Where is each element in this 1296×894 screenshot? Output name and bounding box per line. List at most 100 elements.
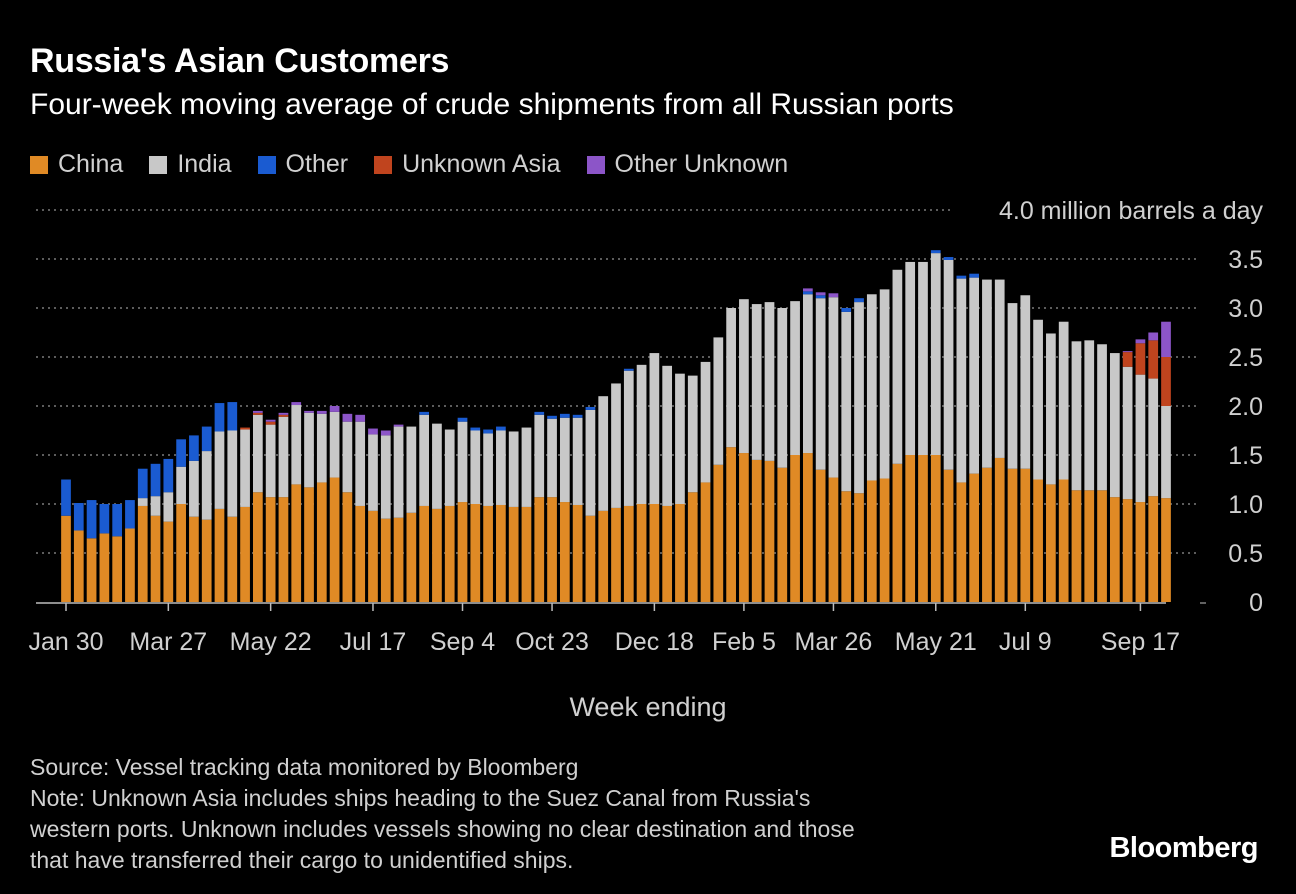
- bar-china: [1071, 490, 1082, 602]
- bar-china: [1084, 490, 1095, 602]
- bar-india: [803, 294, 813, 454]
- y-tick-label: 3.0: [1228, 295, 1263, 323]
- bar-china: [649, 504, 660, 602]
- bar-other-unknown: [1122, 351, 1133, 353]
- bar-india: [419, 414, 429, 506]
- bar-china: [1148, 496, 1159, 602]
- bar-unknown-asia: [253, 412, 263, 415]
- bar-india: [1122, 366, 1133, 500]
- bar-india: [316, 413, 327, 483]
- bar-china: [841, 491, 852, 602]
- bar-unknown-asia: [240, 427, 250, 430]
- bar-india: [329, 411, 340, 478]
- bloomberg-logo: Bloomberg: [1109, 832, 1258, 864]
- stacked-bar-chart: Jan 30 Mar 27 May 22 Jul 17 Sep 4 Oct 23 Dec 1…: [28, 197, 1264, 656]
- y-tick-label: 1.5: [1228, 442, 1263, 470]
- bar-india: [1161, 406, 1171, 499]
- bar-india: [1084, 340, 1095, 491]
- bar-india: [534, 414, 545, 498]
- bar-india: [585, 409, 596, 516]
- bar-china: [1161, 498, 1171, 602]
- bar-india: [368, 434, 378, 511]
- bar-india: [572, 417, 583, 505]
- note-line-2: western ports. Unknown includes vessels …: [30, 816, 855, 842]
- bar-china: [572, 504, 583, 602]
- bar-other-unknown: [355, 414, 366, 422]
- bar-other: [956, 275, 967, 279]
- bar-india: [253, 414, 263, 493]
- bars: [61, 250, 1171, 602]
- bar-china: [176, 504, 186, 602]
- bar-other: [585, 406, 596, 410]
- bar-china: [994, 457, 1005, 602]
- bar-other: [201, 426, 212, 452]
- bar-other: [803, 291, 813, 295]
- bar-india: [547, 418, 557, 498]
- bar-other-unknown: [380, 430, 391, 436]
- bar-china: [393, 517, 404, 602]
- bar-india: [150, 496, 161, 516]
- bar-india: [611, 383, 621, 508]
- bar-china: [866, 480, 877, 602]
- bar-china: [905, 455, 916, 602]
- bar-india: [1058, 321, 1069, 480]
- legend: China India Other Unknown Asia Other Unk…: [30, 150, 814, 179]
- bar-india: [777, 308, 788, 468]
- bar-other: [547, 415, 557, 419]
- bar-other: [623, 368, 634, 371]
- bar-china: [611, 507, 621, 602]
- bar-india: [432, 423, 442, 509]
- bar-india: [828, 297, 839, 478]
- bar-india: [380, 435, 391, 519]
- bar-india: [176, 466, 186, 504]
- bar-china: [112, 536, 123, 602]
- bar-india: [457, 421, 468, 503]
- legend-item-other: Other: [257, 150, 348, 179]
- bar-india: [1046, 333, 1056, 485]
- bar-india: [982, 279, 992, 468]
- bar-other-unknown: [278, 412, 289, 415]
- bar-china: [342, 492, 353, 602]
- x-tick-label: Mar 26: [795, 628, 873, 656]
- y-tick-label: 1.0: [1228, 491, 1263, 519]
- bar-india: [866, 294, 877, 481]
- bar-india: [815, 298, 826, 470]
- bar-china: [585, 515, 596, 602]
- bar-china: [521, 506, 532, 602]
- bar-india: [201, 451, 212, 520]
- bar-india: [1007, 303, 1018, 469]
- bar-other-unknown: [815, 292, 826, 296]
- bar-china: [713, 464, 724, 602]
- bar-india: [227, 430, 238, 517]
- bar-other-unknown: [329, 406, 340, 412]
- bar-other: [125, 500, 135, 529]
- bar-other: [214, 403, 225, 432]
- bar-india: [687, 375, 698, 493]
- bar-china: [355, 505, 366, 602]
- bar-other: [86, 500, 97, 539]
- bar-india: [278, 416, 289, 498]
- bar-india: [406, 426, 417, 513]
- bar-china: [406, 512, 417, 602]
- bar-other-unknown: [1148, 332, 1159, 341]
- bar-india: [240, 429, 250, 507]
- bar-china: [419, 505, 429, 602]
- legend-swatch-china: [30, 155, 48, 174]
- bar-other: [572, 414, 583, 418]
- bar-china: [253, 492, 263, 602]
- bar-other: [137, 468, 148, 499]
- x-tick-label: May 22: [230, 628, 312, 656]
- bar-china: [1109, 497, 1120, 602]
- bar-china: [73, 530, 84, 602]
- x-axis: Jan 30 Mar 27 May 22 Jul 17 Sep 4 Oct 23 Dec 1…: [28, 602, 1206, 656]
- bar-india: [521, 427, 532, 507]
- bar-other: [189, 435, 199, 461]
- bar-india: [1071, 341, 1082, 491]
- legend-item-other-unknown: Other Unknown: [586, 150, 788, 179]
- y-axis: 0 0.5 1.0 1.5 2.0 2.5 3.0 3.5 4.0 million barrel…: [999, 197, 1264, 617]
- bar-china: [790, 455, 800, 602]
- x-tick-label: Jul 17: [340, 628, 407, 656]
- bar-india: [764, 302, 775, 461]
- bar-india: [304, 412, 314, 488]
- y-tick-label: 2.5: [1228, 344, 1263, 372]
